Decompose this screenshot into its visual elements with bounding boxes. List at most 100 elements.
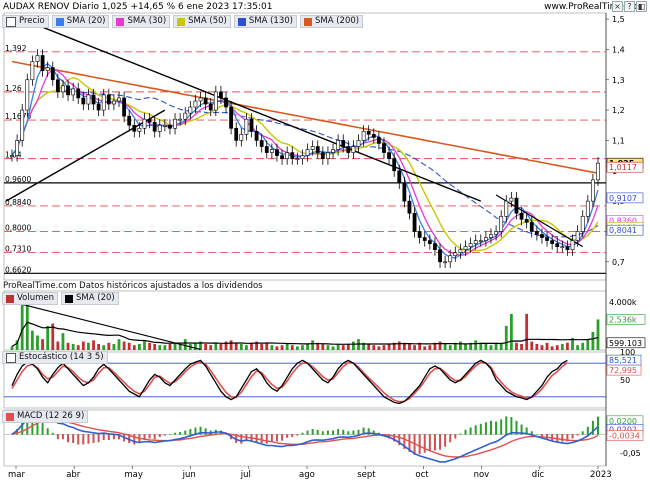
volume-legend: Volumen SMA (20)	[2, 292, 119, 305]
macd-hist-bar	[540, 434, 543, 438]
volume-bar	[362, 342, 365, 350]
macd-marker-label: 0,0200	[609, 417, 637, 426]
macd-hist-bar	[51, 432, 54, 435]
price-tick-label: 1,3	[612, 76, 625, 85]
candle-body	[188, 106, 193, 114]
volume-bar	[301, 345, 304, 350]
macd-marker-label: 0,0202	[609, 426, 637, 435]
price-tick-label: 1,5	[612, 15, 625, 24]
volume-bar	[453, 342, 457, 350]
candle-body	[224, 97, 228, 108]
macd-hist-bar	[26, 415, 29, 435]
macd-hist-bar	[301, 432, 304, 435]
candle-body	[178, 118, 183, 121]
candle-body	[596, 162, 600, 181]
macd-hist-bar	[597, 416, 599, 435]
candle-body	[244, 118, 249, 135]
macd-hist-bar	[158, 434, 161, 438]
candle-body	[509, 197, 514, 202]
volume-bar	[214, 342, 218, 350]
candle-body	[269, 149, 274, 153]
volume-bar	[148, 342, 151, 350]
volume-bar	[576, 345, 580, 350]
volume-bar	[178, 343, 182, 350]
volume-marker	[606, 337, 646, 349]
candle-body	[208, 103, 213, 111]
macd-hist-bar	[179, 432, 182, 435]
footnote: ProRealTime.com Datos históricos ajustad…	[3, 281, 263, 291]
volume-bar	[20, 303, 24, 350]
volume-bar	[311, 340, 315, 350]
legend-item[interactable]: SMA (30)	[112, 15, 171, 28]
candle-body	[137, 127, 142, 132]
volume-marker	[606, 314, 646, 325]
candle-body	[71, 88, 76, 96]
header-button-1[interactable]: ?	[624, 1, 635, 12]
candle-body	[239, 134, 244, 141]
volume-legend-item[interactable]: SMA (20)	[61, 292, 119, 305]
volume-bar	[566, 342, 569, 350]
volume-label: 599.103	[609, 339, 642, 348]
candle-body	[147, 118, 152, 123]
volume-bar	[10, 346, 14, 350]
candle-body	[10, 155, 14, 157]
macd-hist-bar	[321, 431, 324, 435]
volume-bar	[250, 342, 253, 350]
macd-hist-bar	[240, 434, 243, 444]
legend-item[interactable]: SMA (50)	[173, 15, 231, 28]
macd-hist-bar	[474, 425, 477, 435]
candle-body	[66, 85, 70, 96]
macd-hist-bar	[97, 434, 100, 443]
candle-body	[320, 152, 325, 159]
volume-legend-item[interactable]: Volumen	[2, 292, 59, 305]
macd-hist-bar	[398, 434, 401, 446]
candle-body	[30, 61, 35, 81]
macd-hist-bar	[118, 434, 121, 440]
candle-body	[122, 97, 127, 117]
candle-body	[591, 179, 595, 202]
volume-bar	[102, 345, 106, 350]
header-button-0[interactable]: ×	[612, 1, 623, 12]
price-tick-label: 1,4	[612, 45, 625, 54]
volume-bar	[402, 342, 406, 350]
volume-bar	[346, 343, 350, 350]
volume-bar	[545, 342, 549, 350]
legend-item[interactable]: Precio	[2, 15, 49, 28]
macd-hist-bar	[148, 434, 151, 439]
volume-bar	[316, 342, 320, 350]
macd-hist-bar	[428, 434, 431, 452]
candle-body	[259, 140, 264, 147]
candle-body	[499, 215, 504, 232]
macd-hist-bar	[347, 431, 350, 435]
candle-body	[275, 149, 279, 156]
volume-bar	[397, 341, 401, 350]
macd-hist-bar	[561, 434, 564, 442]
macd-hist-bar	[311, 429, 314, 435]
legend-item[interactable]: SMA (200)	[299, 15, 364, 28]
candle-body	[433, 243, 437, 250]
volume-label: 2.536k	[609, 315, 637, 324]
level-label: 0,7310	[5, 244, 31, 253]
macd-hist-bar	[316, 429, 319, 435]
volume-bar	[550, 346, 554, 350]
volume-bar	[260, 343, 264, 350]
legend-item[interactable]: SMA (130)	[233, 15, 297, 28]
macd-hist-bar	[342, 429, 345, 435]
x-tick-label: nov	[474, 470, 490, 480]
volume-bar	[306, 343, 309, 350]
macd-hist-bar	[576, 434, 579, 436]
level-label: 1,26	[5, 84, 22, 93]
price-tick-label: 1,2	[612, 106, 625, 115]
candle-body	[463, 246, 468, 250]
macd-hist-bar	[586, 426, 589, 435]
header-button-2[interactable]: ◧	[636, 1, 647, 12]
macd-hist-bar	[265, 434, 268, 444]
sma200-line	[11, 60, 599, 174]
volume-bar	[71, 343, 75, 350]
macd-hist-bar	[423, 434, 426, 453]
volume-bar	[540, 345, 544, 350]
candle-body	[112, 100, 116, 105]
candle-body	[361, 131, 366, 141]
legend-item[interactable]: SMA (20)	[51, 15, 110, 28]
